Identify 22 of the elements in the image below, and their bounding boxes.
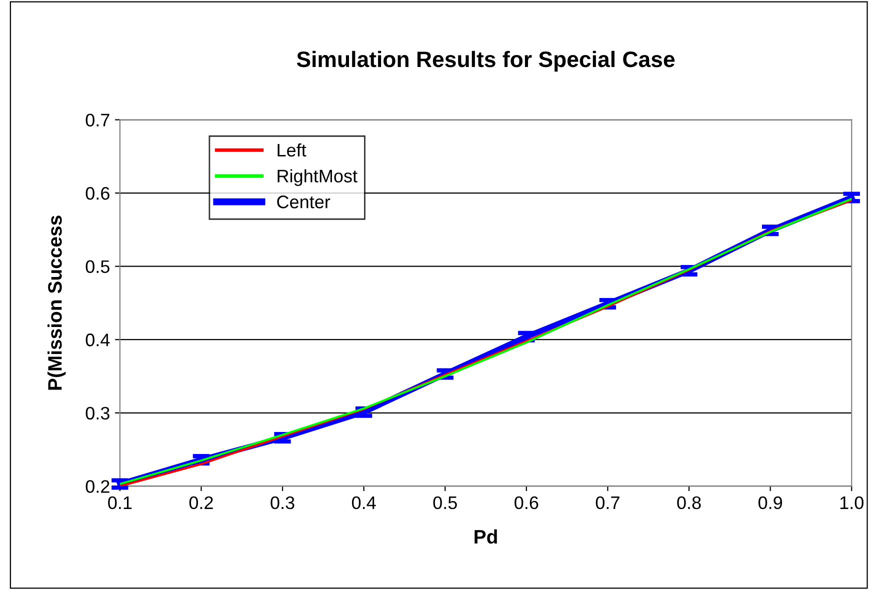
x-tick-label: 0.5	[433, 496, 457, 510]
y-tick-label: 0.4	[86, 334, 110, 346]
x-tick-label: 0.2	[189, 496, 213, 510]
x-tick-label: 0.4	[352, 496, 376, 510]
x-tick-label: 0.6	[514, 496, 538, 510]
x-tick-label: 0.7	[596, 496, 620, 510]
x-tick-label: 0.8	[677, 496, 701, 510]
x-tick-label: 0.3	[270, 496, 294, 510]
legend-label: Left	[278, 143, 306, 157]
x-axis-title: Pd	[474, 529, 497, 544]
y-tick-label: 0.2	[86, 480, 110, 493]
y-tick-label: 0.6	[86, 186, 110, 200]
legend-label: Center	[277, 196, 330, 208]
y-tick-label: 0.3	[86, 406, 110, 420]
x-tick-label: 0.9	[758, 496, 782, 510]
y-tick-label: 0.5	[86, 260, 110, 274]
y-axis-title: P(Mission Success	[48, 216, 66, 390]
chart-title: Simulation Results for Special Case	[296, 50, 675, 72]
x-tick-label: 0.1	[108, 496, 132, 510]
x-tick-label: 1.0	[840, 496, 864, 510]
y-tick-label: 0.7	[86, 114, 110, 126]
legend-label: RightMost	[278, 169, 358, 186]
